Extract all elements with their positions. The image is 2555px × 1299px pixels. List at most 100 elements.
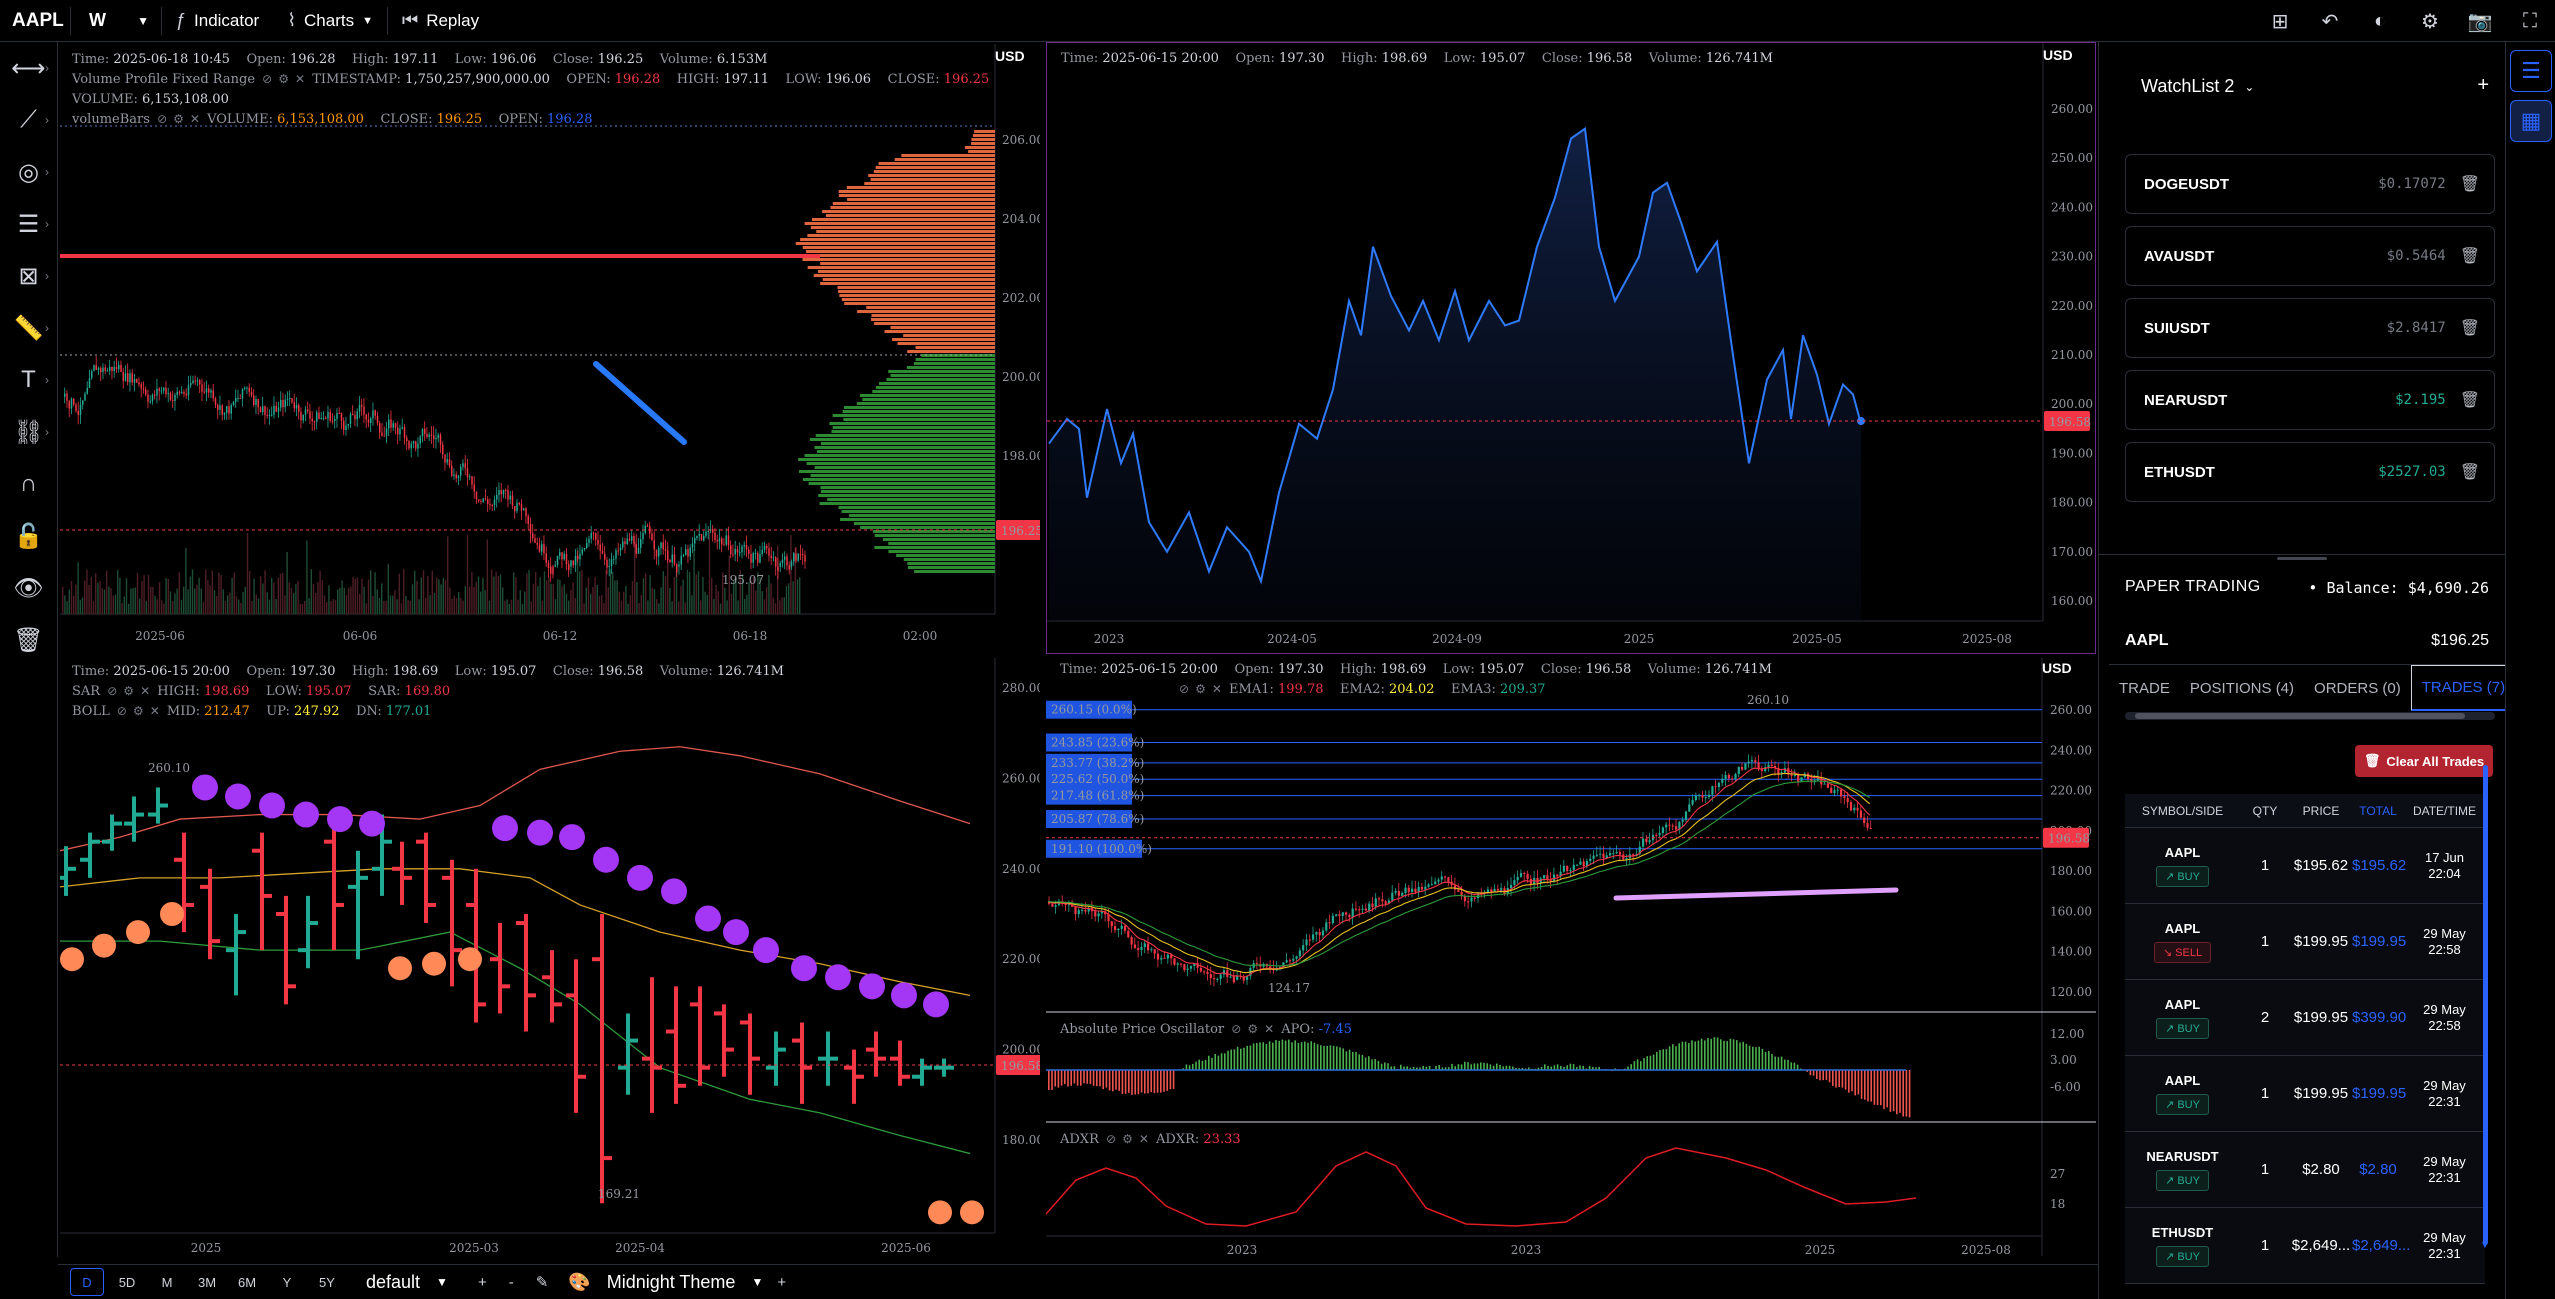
add-theme-button[interactable]: + <box>777 1273 787 1291</box>
trash-icon[interactable]: 🗑 <box>2459 464 2480 481</box>
watchlist-item[interactable]: ETHUSDT $2527.03 🗑 <box>2125 442 2495 502</box>
fullscreen-icon[interactable]: ⛶ <box>2523 9 2537 32</box>
add-layout-button[interactable]: + <box>477 1273 487 1291</box>
trash-icon[interactable]: 🗑 <box>13 626 44 654</box>
layout-icon[interactable]: ⊞ <box>2271 10 2289 33</box>
volume-profile-bar <box>829 422 995 425</box>
camera-icon[interactable]: 📷 <box>2467 10 2493 33</box>
trash-icon[interactable]: 🗑 <box>2459 176 2480 193</box>
gear-icon[interactable]: ⚙ <box>1247 1022 1259 1036</box>
chart-canvas-3[interactable]: 280.00260.00240.00220.00200.00180.002025… <box>60 658 1040 1262</box>
close-icon[interactable]: ✕ <box>140 684 151 698</box>
remove-layout-button[interactable]: - <box>508 1273 514 1291</box>
chart-pane-1[interactable]: 206.00 204.00 202.00 200.00 198.00 2025-06 06-… <box>60 44 1040 656</box>
tab-positions[interactable]: POSITIONS (4) <box>2189 679 2295 697</box>
theme-selector[interactable]: 🎨 Midnight Theme ▼ <box>562 1272 763 1293</box>
trash-icon[interactable]: 🗑 <box>2459 392 2480 409</box>
tabs-scrollbar[interactable] <box>2125 712 2495 720</box>
text-tool-icon[interactable]: T <box>0 354 57 406</box>
eye-icon[interactable]: ⊘ <box>157 112 168 126</box>
table-row[interactable]: AAPL ↗ BUY 2 $199.95 $399.90 29 May 22:58 <box>2125 980 2485 1056</box>
eye-icon[interactable]: ⊘ <box>1231 1022 1242 1036</box>
magnet-icon[interactable]: ∩ <box>19 470 38 497</box>
list-view-icon[interactable]: ☰ <box>2510 50 2552 92</box>
panel-splitter[interactable] <box>2099 554 2506 560</box>
gear-icon[interactable]: ⚙ <box>173 112 184 126</box>
eye-icon[interactable]: ⊘ <box>107 684 118 698</box>
replay-button[interactable]: ⏮ Replay <box>388 0 493 42</box>
crosshair-icon[interactable]: ⟷ <box>0 42 57 94</box>
gear-icon[interactable]: ⚙ <box>123 684 135 698</box>
close-icon[interactable]: ✕ <box>295 72 306 86</box>
table-row[interactable]: AAPL ↘ SELL 1 $199.95 $199.95 29 May 22:58 <box>2125 904 2485 980</box>
tab-trade[interactable]: TRADE <box>2119 679 2170 697</box>
gear-icon[interactable]: ⚙ <box>1195 682 1206 696</box>
theme-icon[interactable]: ◐ <box>2373 9 2387 32</box>
trash-icon[interactable]: 🗑 <box>2459 248 2480 265</box>
gear-icon[interactable]: ⚙ <box>2421 10 2439 33</box>
range-d[interactable]: D <box>70 1268 104 1296</box>
splitter-grip[interactable] <box>2277 557 2327 560</box>
tab-orders[interactable]: ORDERS (0) <box>2314 679 2401 697</box>
volume-bar <box>460 597 462 614</box>
eye-icon[interactable]: ⊘ <box>262 72 273 86</box>
pencil-icon[interactable]: ✎ <box>535 1274 549 1291</box>
clear-all-trades-button[interactable]: 🗑 Clear All Trades <box>2355 745 2493 777</box>
gear-icon[interactable]: ⚙ <box>1122 1132 1133 1146</box>
watchlist-item[interactable]: SUIUSDT $2.8417 🗑 <box>2125 298 2495 358</box>
range-3m[interactable]: 3M <box>197 1274 217 1290</box>
trades-scrollbar[interactable] <box>2483 765 2488 1245</box>
table-row[interactable]: NEARUSDT ↗ BUY 1 $2.80 $2.80 29 May 22:31 <box>2125 1132 2485 1208</box>
tab-trades[interactable]: TRADES (7) <box>2410 665 2517 711</box>
undo-icon[interactable]: ↶ <box>2321 10 2339 33</box>
charts-button[interactable]: ⌇ Charts ▼ <box>273 0 387 42</box>
eye-icon[interactable]: ⊘ <box>1106 1132 1117 1146</box>
close-icon[interactable]: ✕ <box>189 112 200 126</box>
table-row[interactable]: AAPL ↗ BUY 1 $195.62 $195.62 17 Jun 22:04 <box>2125 828 2485 904</box>
chart-canvas-4[interactable]: 260.00240.00220.00200.00180.00160.00140.… <box>1046 658 2096 1262</box>
watchlist-item[interactable]: NEARUSDT $2.195 🗑 <box>2125 370 2495 430</box>
gear-icon[interactable]: ⚙ <box>132 704 144 718</box>
watchlist-item[interactable]: DOGEUSDT $0.17072 🗑 <box>2125 154 2495 214</box>
watchlist-item[interactable]: AVAUSDT $0.5464 🗑 <box>2125 226 2495 286</box>
range-5y[interactable]: 5Y <box>319 1274 335 1290</box>
close-icon[interactable]: ✕ <box>1138 1132 1149 1146</box>
chart-pane-3[interactable]: 280.00 260.00 240.00 220.00 200.00 180.00 2025… <box>60 658 1040 1262</box>
candle-body <box>1655 834 1658 836</box>
trash-icon[interactable]: 🗑 <box>2459 320 2480 337</box>
ruler-icon[interactable]: 📏 <box>0 302 57 354</box>
range-y[interactable]: Y <box>282 1274 292 1290</box>
gear-icon[interactable]: ⚙ <box>278 72 289 86</box>
chart-pane-4[interactable]: 260.00240.00220.00200.00180.00160.00140.… <box>1046 658 2096 1262</box>
watchlist-selector[interactable]: WatchList 2 ⌄ <box>2141 76 2254 97</box>
range-5d[interactable]: 5D <box>118 1274 136 1290</box>
chart-canvas-2[interactable]: 260.00250.00240.00230.00220.00210.00200.… <box>1047 43 2096 654</box>
range-6m[interactable]: 6M <box>237 1274 257 1290</box>
symbol-search[interactable]: AAPL <box>12 9 64 31</box>
interval-selector[interactable]: W ▼ <box>71 10 161 31</box>
chart-pane-2[interactable]: 260.00 250.00 240.00 230.00 220.00 210.00 200.… <box>1046 42 2096 654</box>
grid-view-icon[interactable]: ▦ <box>2510 100 2552 142</box>
eye-icon[interactable]: ⊘ <box>1179 682 1190 696</box>
candle-body <box>561 552 563 560</box>
eye-icon[interactable]: ⊘ <box>116 704 127 718</box>
fib-tool-icon[interactable]: ☰ <box>0 198 57 250</box>
trend-line-icon[interactable]: ⟋ <box>0 94 57 146</box>
range-m[interactable]: M <box>161 1274 173 1290</box>
indicator-button[interactable]: ƒ Indicator <box>162 0 273 42</box>
scrollbar-thumb[interactable] <box>2135 713 2465 719</box>
eye-icon[interactable]: 👁 <box>13 574 44 602</box>
close-icon[interactable]: ✕ <box>149 704 160 718</box>
node-tool-icon[interactable]: ⛓ <box>0 406 57 458</box>
layout-selector[interactable]: default ▼ <box>350 1272 464 1293</box>
close-icon[interactable]: ✕ <box>1264 1022 1275 1036</box>
lock-icon[interactable]: 🔓 <box>13 522 44 550</box>
table-row[interactable]: ETHUSDT ↗ BUY 1 $2,649... $2,649... 29 May 22:… <box>2125 1208 2485 1284</box>
add-symbol-button[interactable]: + <box>2477 74 2489 96</box>
scroll-down-icon[interactable]: ▼ <box>2480 1240 2490 1251</box>
table-row[interactable]: AAPL ↗ BUY 1 $199.95 $199.95 29 May 22:31 <box>2125 1056 2485 1132</box>
close-icon[interactable]: ✕ <box>1211 682 1222 696</box>
pattern-tool-icon[interactable]: ⊠ <box>0 250 57 302</box>
circle-tool-icon[interactable]: ◎ <box>0 146 57 198</box>
